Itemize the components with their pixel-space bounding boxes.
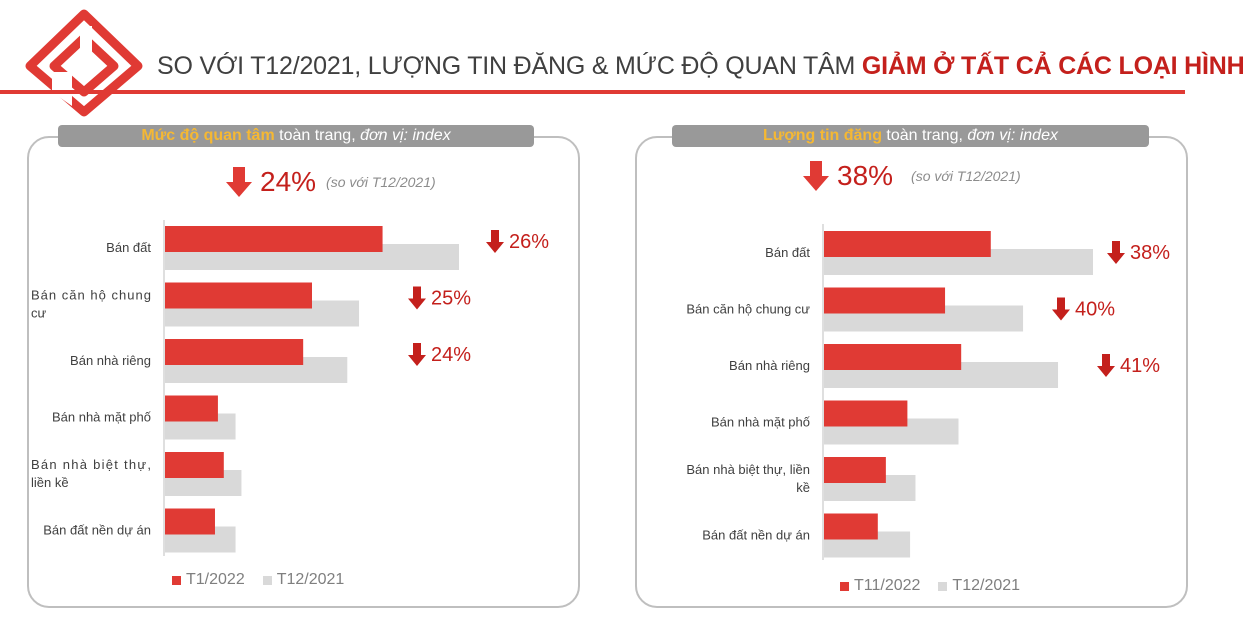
down-arrow-icon — [1107, 241, 1125, 264]
down-arrow-icon — [226, 167, 252, 197]
right-pill-middle: toàn trang, — [881, 127, 968, 144]
left-pill-middle: toàn trang, — [274, 127, 361, 144]
legend-label: T12/2021 — [276, 571, 345, 588]
category-label: Bán căn hộ chung cư — [686, 302, 810, 317]
bar-T1/2022 — [165, 395, 218, 422]
bar-T11/2022 — [824, 457, 886, 483]
left-overall-change: 24% (so với T12/2021) — [226, 166, 436, 198]
category-label: liền kề — [31, 475, 69, 490]
right-legend: T11/2022 T12/2021 — [840, 577, 1038, 595]
down-arrow-icon — [1052, 297, 1070, 321]
category-label: kề — [796, 480, 810, 495]
down-arrow-icon — [408, 286, 426, 310]
down-arrow-icon — [803, 161, 829, 191]
left-pill-accent: Mức độ quan tâm — [141, 127, 275, 144]
left-legend: T1/2022 T12/2021 — [172, 571, 362, 589]
bar-T11/2022 — [824, 400, 908, 427]
title-highlight: GIẢM Ở TẤT CẢ CÁC LOẠI HÌNH — [861, 52, 1243, 80]
down-arrow-icon — [486, 230, 504, 253]
bar-T1/2022 — [165, 452, 224, 478]
right-pill-accent: Lượng tin đăng — [763, 127, 882, 144]
left-compare-note: (so với T12/2021) — [326, 174, 436, 190]
right-pill-unit: đơn vị: index — [967, 127, 1058, 144]
change-label: 25% — [431, 288, 471, 310]
legend-swatch — [840, 581, 849, 591]
bar-T1/2022 — [165, 339, 304, 365]
change-label: 41% — [1120, 355, 1160, 377]
legend-item-current: T1/2022 — [172, 571, 245, 589]
right-overall-change: 38% (so với T12/2021) — [803, 160, 1021, 192]
category-label: Bán nhà mặt phố — [711, 415, 810, 430]
bar-T11/2022 — [824, 344, 962, 370]
bar-T1/2022 — [165, 226, 383, 252]
legend-item-current: T11/2022 — [840, 577, 920, 595]
left-overall-pct: 24% — [260, 166, 317, 197]
bar-T11/2022 — [824, 287, 946, 314]
change-label: 38% — [1130, 242, 1170, 264]
legend-item-previous: T12/2021 — [262, 571, 345, 589]
legend-swatch — [262, 575, 272, 585]
bar-T11/2022 — [824, 231, 991, 257]
down-arrow-icon — [408, 343, 426, 366]
right-overall-pct: 38% — [837, 160, 894, 191]
legend-swatch — [938, 581, 948, 591]
legend-label: T12/2021 — [952, 577, 1021, 594]
bar-T1/2022 — [165, 508, 215, 535]
right-compare-note: (so với T12/2021) — [911, 168, 1021, 184]
category-label: Bán nhà riêng — [729, 358, 810, 373]
left-panel-title: Mức độ quan tâm toàn trang, đơn vị: inde… — [58, 125, 534, 147]
category-label: Bán đất — [765, 245, 810, 260]
category-label: cư — [31, 306, 47, 321]
change-label: 40% — [1075, 299, 1115, 321]
legend-swatch — [172, 575, 181, 585]
legend-label: T1/2022 — [186, 571, 245, 588]
right-panel-title: Lượng tin đăng toàn trang, đơn vị: index — [672, 125, 1149, 147]
page-title: SO VỚI T12/2021, LƯỢNG TIN ĐĂNG & MỨC ĐỘ… — [157, 52, 1243, 81]
category-label: Bán nhà biệt thự, liền — [686, 462, 810, 477]
change-label: 26% — [509, 231, 549, 253]
left-pill-unit: đơn vị: index — [360, 127, 451, 144]
category-label: Bán đất — [106, 240, 151, 255]
bar-T1/2022 — [165, 282, 312, 309]
change-label: 24% — [431, 344, 471, 366]
legend-item-previous: T12/2021 — [938, 577, 1020, 595]
title-underline — [0, 90, 1185, 94]
title-prefix: SO VỚI T12/2021, LƯỢNG TIN ĐĂNG & MỨC ĐỘ… — [157, 52, 862, 80]
category-label: Bán nhà biệt thự, — [31, 457, 151, 472]
house-logo-icon — [25, 9, 143, 117]
bar-T11/2022 — [824, 513, 878, 540]
down-arrow-icon — [1097, 354, 1115, 377]
category-label: Bán đất nền dự án — [702, 528, 810, 543]
category-label: Bán căn hộ chung — [31, 288, 151, 303]
category-label: Bán nhà mặt phố — [52, 410, 151, 425]
legend-label: T11/2022 — [854, 577, 921, 594]
category-label: Bán nhà riêng — [70, 353, 151, 368]
category-label: Bán đất nền dự án — [43, 523, 151, 538]
